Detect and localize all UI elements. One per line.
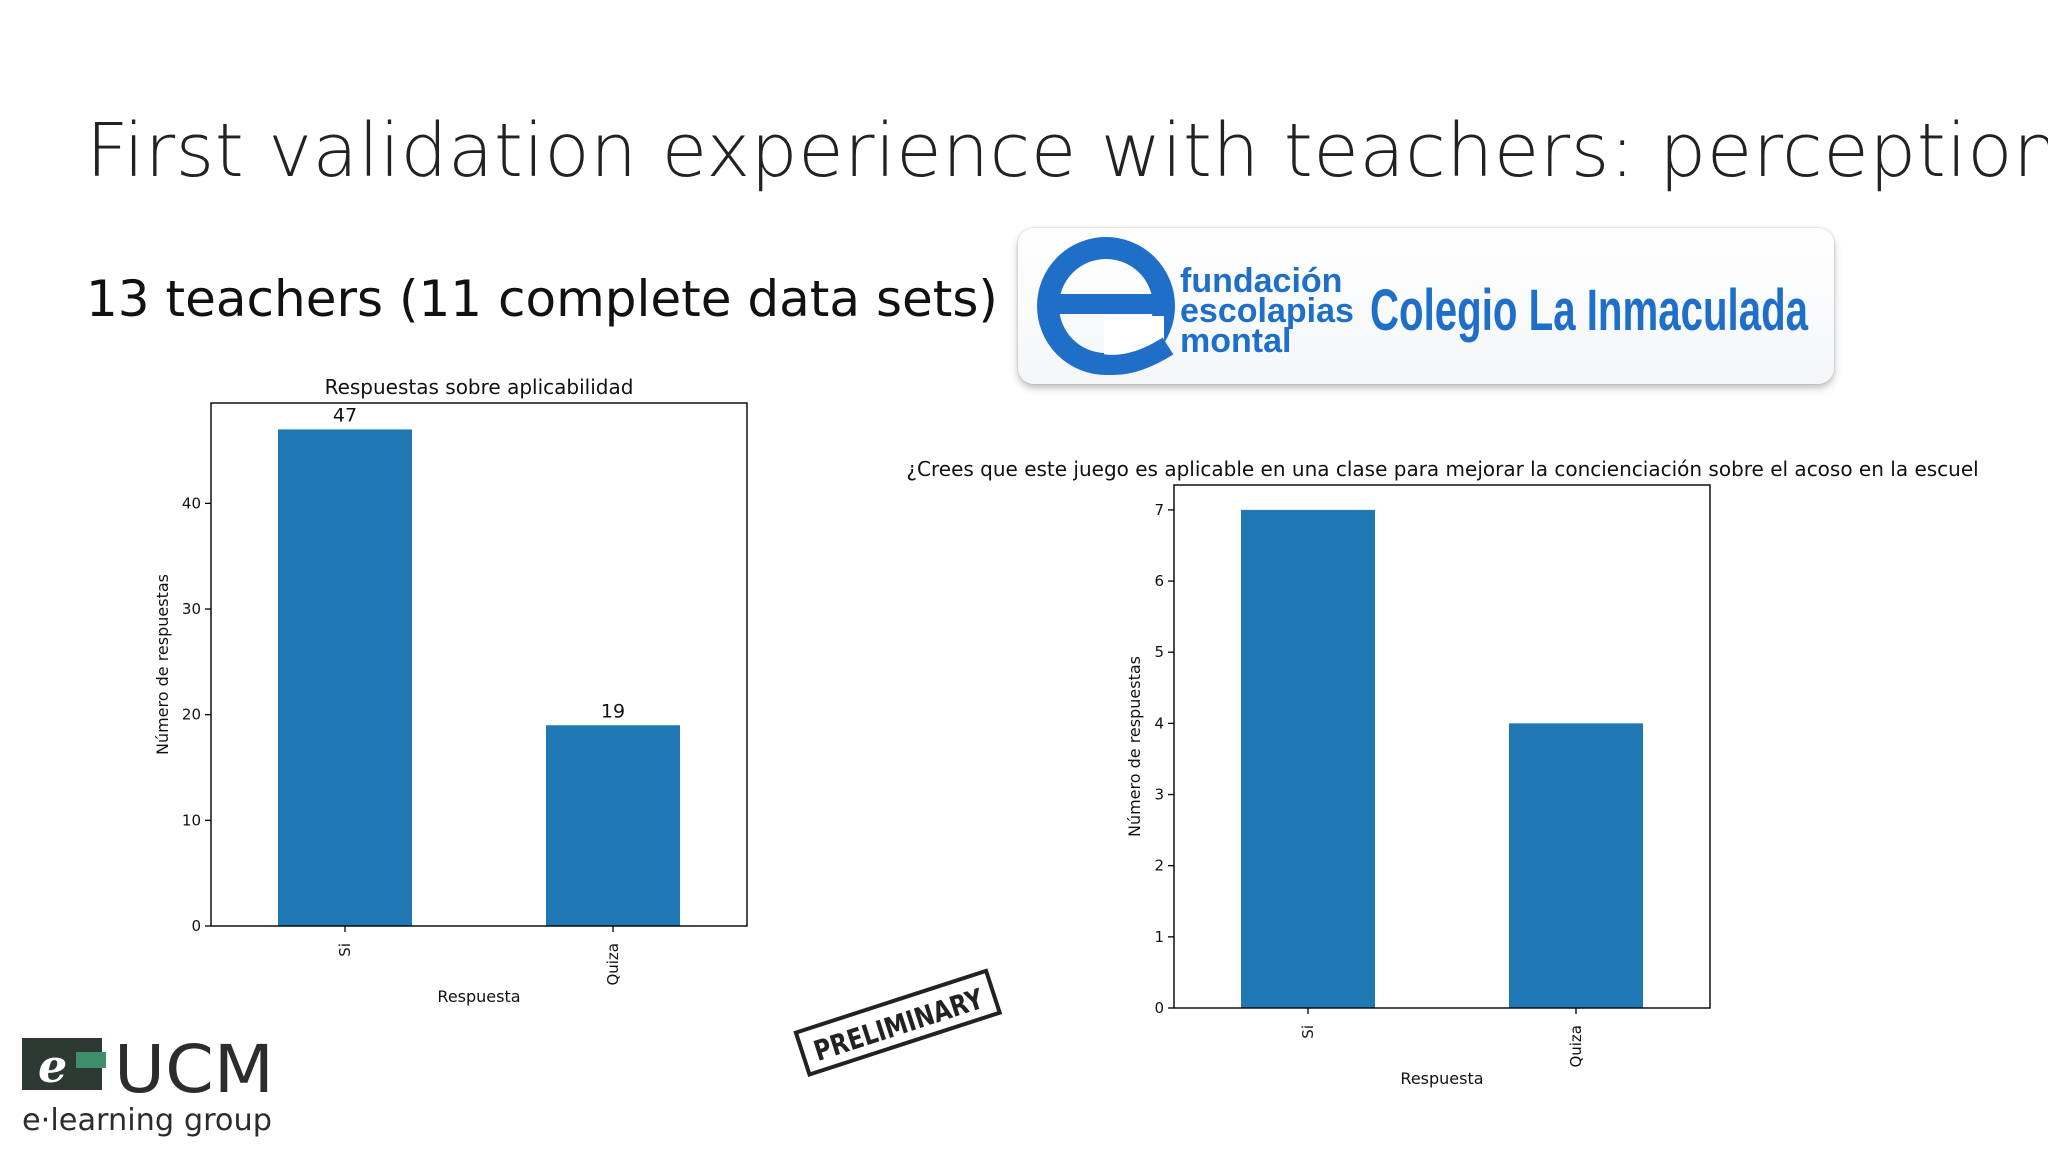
x-tick-label: Quiza: [1567, 1025, 1585, 1068]
y-tick-label: 5: [1154, 643, 1164, 661]
chart-aplicabilidad: Respuestas sobre aplicabilidad Si 47 Quiza 1…: [130, 366, 790, 1016]
e-swoosh-icon: [1037, 237, 1175, 375]
plot-frame: [1173, 484, 1711, 1009]
bar-si: [278, 429, 412, 926]
x-tick-label: Quiza: [604, 943, 622, 986]
y-tick-label: 30: [182, 600, 201, 618]
y-tick-label: 3: [1154, 786, 1164, 804]
chart-concienciacion: ¿Crees que este juego es aplicable en un…: [890, 448, 2001, 1098]
y-tick-label: 20: [182, 706, 201, 724]
chart-concienciacion-svg: ¿Crees que este juego es aplicable en un…: [906, 457, 2001, 1088]
y-axis-label: Número de respuestas: [153, 574, 172, 755]
data-label: 47: [333, 404, 357, 426]
fundacion-line1: fundación: [1180, 262, 1342, 300]
y-tick-label: 1: [1154, 928, 1164, 946]
ucm-tagline: e·learning group: [22, 1103, 272, 1138]
preliminary-stamp: PRELIMINARY: [790, 968, 1010, 1078]
fundacion-line2: escolapias: [1180, 292, 1354, 330]
bar-quiza: [1509, 723, 1643, 1008]
y-tick-label: 4: [1154, 714, 1164, 732]
ucm-mark: e: [38, 1039, 67, 1093]
slide-title: First validation experience with teacher…: [86, 108, 2048, 194]
bar-quiza: [546, 725, 680, 926]
fundacion-logo: fundación escolapias montal Colegio La I…: [1018, 228, 1834, 384]
plot-frame: [210, 402, 748, 927]
y-tick-label: 40: [182, 494, 201, 512]
chart-aplicabilidad-svg: Respuestas sobre aplicabilidad Si 47 Quiza 1…: [153, 375, 748, 1006]
y-tick-label: 0: [1154, 999, 1164, 1017]
data-label: 19: [601, 700, 625, 722]
ucm-logo: e UCM e·learning group: [20, 1030, 280, 1140]
slide-subtitle: 13 teachers (11 complete data sets): [86, 270, 998, 328]
x-tick-label: Si: [1299, 1025, 1317, 1039]
chart-title: Respuestas sobre aplicabilidad: [325, 375, 634, 399]
y-tick-label: 7: [1154, 501, 1164, 519]
x-tick-label: Si: [336, 943, 354, 957]
y-tick-label: 0: [191, 917, 201, 935]
y-axis-label: Número de respuestas: [1125, 656, 1144, 837]
x-axis-label: Respuesta: [1400, 1069, 1483, 1088]
y-tick-label: 10: [182, 811, 201, 829]
ucm-name: UCM: [114, 1031, 274, 1108]
chart-title: ¿Crees que este juego es aplicable en un…: [906, 457, 1980, 481]
fundacion-line3: montal: [1180, 322, 1291, 360]
y-tick-label: 2: [1154, 857, 1164, 875]
school-name: Colegio La Inmaculada: [1370, 278, 1809, 343]
y-tick-label: 6: [1154, 572, 1164, 590]
bar-si: [1241, 509, 1375, 1008]
x-axis-label: Respuesta: [437, 987, 520, 1006]
